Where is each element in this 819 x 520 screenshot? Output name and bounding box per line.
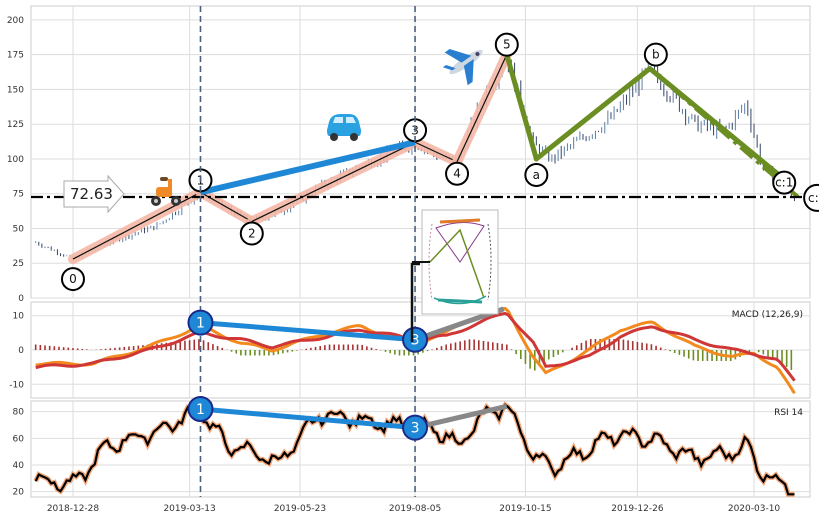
inset-connector — [410, 262, 420, 342]
wave-label-text: a — [533, 168, 540, 182]
wave-label-text: 5 — [503, 38, 511, 52]
x-tick-label: 2019-12-26 — [611, 504, 664, 514]
x-tick-labels: 2018-12-28 2019-03-13 2019-05-23 2019-08-05… — [47, 504, 781, 514]
airplane-icon — [442, 49, 483, 86]
macd-y-tick-label: 0 — [18, 346, 24, 356]
macd-divergence-line — [200, 320, 416, 343]
wave-label-circle — [772, 170, 797, 195]
wave-label-circle — [524, 162, 549, 187]
x-tick-label: 2018-12-28 — [47, 504, 100, 514]
rsi-y-tick-label: 60 — [13, 434, 25, 444]
macd-y-tick-label: 10 — [13, 312, 25, 322]
price-y-tick-label: 25 — [13, 259, 24, 269]
price-y-tick-label: 200 — [7, 16, 24, 26]
x-tick-label: 2020-03-10 — [728, 504, 781, 514]
price-y-tick-label: 75 — [13, 190, 24, 200]
price-y-tick-label: 50 — [13, 224, 25, 234]
price-panel-frame — [30, 5, 811, 299]
wave-label-circle — [494, 32, 519, 57]
x-tick-label: 2019-08-05 — [389, 504, 441, 514]
rsi-divergence-tail — [414, 403, 508, 431]
x-tick-label: 2019-05-23 — [274, 504, 326, 514]
divergence-marker-text: 3 — [411, 421, 420, 437]
price-y-tick-label: 175 — [7, 51, 24, 61]
divergence-marker-text: 3 — [411, 333, 420, 349]
wave-label-circle — [643, 42, 668, 67]
scooter-icon — [151, 177, 181, 206]
wave-label-text: c:1 — [775, 176, 793, 190]
rsi-y-tick-label: 80 — [13, 408, 25, 418]
rsi-divergence-line — [200, 406, 416, 431]
corrective-wave-line — [647, 66, 791, 186]
impulse-wave-line — [414, 141, 458, 163]
rsi-y-tick-label: 20 — [13, 488, 25, 498]
price-y-tick-label: 150 — [7, 85, 24, 95]
price-y-tick-label: 125 — [7, 120, 24, 130]
x-tick-label: 2019-10-15 — [499, 504, 551, 514]
divergence-marker-text: 1 — [196, 316, 205, 332]
rsi-y-tick-label: 40 — [13, 461, 25, 471]
macd-y-tick-label: -10 — [9, 380, 24, 390]
impulse-wave-line — [251, 141, 416, 223]
wave-label-text: 4 — [453, 167, 461, 181]
wave-label-text: c:2 — [808, 191, 819, 205]
wave-overlay: 012345abc:1c:2 — [31, 32, 819, 292]
impulse-wave-line — [456, 54, 508, 162]
corrective-wave-line — [504, 52, 539, 162]
wave-label-text: 0 — [69, 272, 77, 286]
wave-label-text: b — [652, 48, 660, 62]
price-label-value: 72.63 — [70, 185, 113, 203]
markers: 1 3 1 3 — [187, 309, 429, 441]
divergence-marker-circle — [187, 396, 214, 422]
price-y-tick-label: 100 — [7, 155, 24, 165]
wave-label-text: 2 — [248, 227, 256, 241]
divergence-marker-text: 1 — [196, 402, 205, 418]
vertical-lines — [199, 6, 416, 497]
wave-label-circle — [239, 221, 264, 246]
divergence-marker-circle — [187, 309, 214, 336]
wave-label-circle — [60, 267, 85, 292]
wave-label-circle — [445, 161, 470, 186]
divergence-marker-circle — [402, 326, 429, 353]
inset-diagram — [412, 209, 499, 315]
y-tick-labels: 0 25 50 75 100 125 150 175 200 -10 0 10 20 40 60 80 — [7, 16, 24, 498]
wave-1-3-trendline — [199, 139, 416, 196]
macd-label: MACD (12,26,9) — [732, 310, 803, 320]
corrective-wave-line — [533, 66, 653, 162]
rsi-label: RSI 14 — [774, 408, 803, 418]
divergence-marker-circle — [402, 414, 429, 441]
price-y-tick-label: 0 — [18, 294, 24, 304]
wave-label-circle — [803, 183, 819, 212]
price-label-box: 72.63 — [63, 174, 125, 214]
car-icon — [327, 114, 361, 141]
x-tick-label: 2019-03-13 — [163, 504, 215, 514]
